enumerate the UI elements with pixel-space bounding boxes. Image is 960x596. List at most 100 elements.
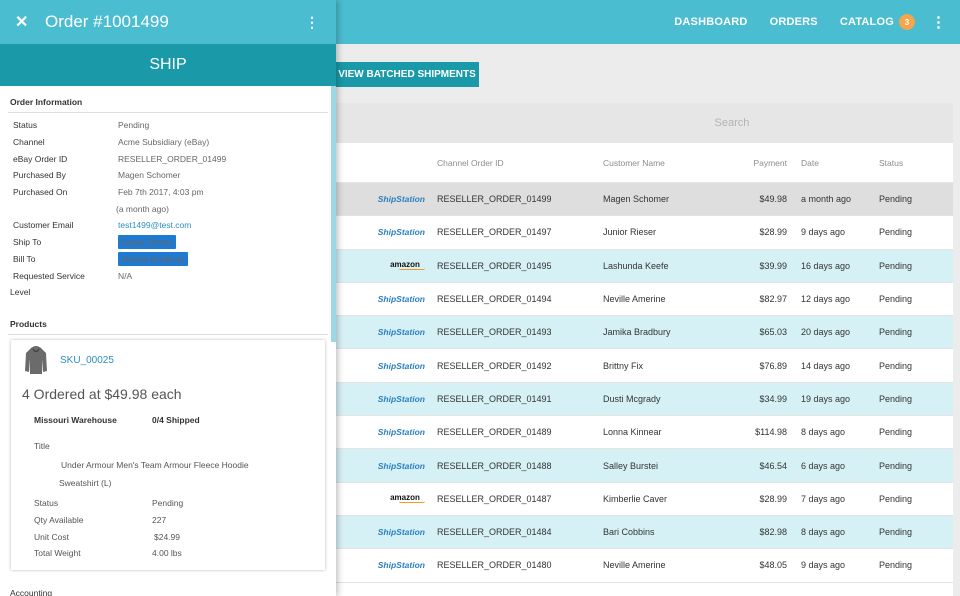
payment-cell: $82.98 <box>759 527 787 538</box>
status-cell: Pending <box>879 460 913 471</box>
shipstation-logo-icon: ShipStation <box>377 427 425 438</box>
customer-cell: Magen Schomer <box>603 194 670 205</box>
channel-logo: ShipStation <box>336 194 437 204</box>
info-value: Magen Schomer <box>118 170 181 181</box>
nav-dashboard[interactable]: DASHBOARD <box>674 16 748 28</box>
channel-logo: ShipStation <box>336 560 437 570</box>
table-row[interactable]: ShipStation RESELLER_ORDER_01493 Jamika Br… <box>336 316 953 350</box>
date-cell: a month ago <box>801 194 852 205</box>
info-channel: Channel Acme Subsidiary (eBay) <box>0 134 336 151</box>
catalog-count-badge: 3 <box>899 14 915 30</box>
product-sku-link[interactable]: SKU_00025 <box>60 354 114 366</box>
info-customer-email: Customer Email test1499@test.com <box>0 217 336 234</box>
status-cell: Pending <box>879 360 913 371</box>
date-cell: 16 days ago <box>801 260 851 271</box>
product-total-weight: Total Weight 4.00 lbs <box>11 545 325 562</box>
more-vert-icon[interactable]: ⋮ <box>931 14 946 31</box>
order-info-title: Order Information <box>10 97 83 107</box>
table-row[interactable]: ShipStation RESELLER_ORDER_01499 Magen Sch… <box>336 183 953 217</box>
bill-to-chip[interactable]: Jamika Bradbury <box>118 251 188 266</box>
search-input[interactable] <box>714 117 835 129</box>
view-batched-shipments-button[interactable]: VIEW BATCHED SHIPMENTS <box>335 62 479 87</box>
channel-logo: ShipStation <box>336 427 437 437</box>
info-label: Purchased By <box>13 170 66 181</box>
table-row[interactable]: ShipStation RESELLER_ORDER_01492 Brittny F… <box>336 349 953 383</box>
date-cell: 14 days ago <box>801 360 851 371</box>
panel-scrollbar[interactable] <box>331 86 336 342</box>
customer-cell: Junior Rieser <box>603 227 657 238</box>
status-cell: Pending <box>879 327 913 338</box>
table-row[interactable]: amazon RESELLER_ORDER_01487 Kimberlie Cav… <box>336 483 953 516</box>
date-cell: 19 days ago <box>801 393 851 404</box>
order-id-cell: RESELLER_ORDER_01497 <box>437 227 552 238</box>
products-title: Products <box>10 318 47 329</box>
detail-value: $24.99 <box>154 531 180 542</box>
status-cell: Pending <box>879 260 913 271</box>
table-row[interactable]: ShipStation RESELLER_ORDER_01488 Salley Bu… <box>336 449 953 483</box>
date-cell: 6 days ago <box>801 460 846 471</box>
status-cell: Pending <box>879 194 913 205</box>
detail-label: Unit Cost <box>34 531 69 542</box>
close-icon[interactable]: ✕ <box>15 14 29 31</box>
detail-value: Pending <box>152 498 184 509</box>
info-label: Requested Service <box>13 270 85 281</box>
amazon-logo-icon: amazon <box>385 494 425 504</box>
table-body: ShipStation RESELLER_ORDER_01499 Magen Sch… <box>336 183 953 583</box>
ship-to-chip[interactable]: Kacey Divens <box>118 235 176 250</box>
customer-email-link[interactable]: test1499@test.com <box>118 220 192 231</box>
channel-logo: ShipStation <box>336 327 437 337</box>
info-label: Level <box>10 287 31 298</box>
nav-catalog[interactable]: CATALOG 3 <box>840 14 915 30</box>
channel-logo: amazon <box>336 494 437 504</box>
product-header: SKU_00025 <box>11 340 325 380</box>
info-purchased-ago: (a month ago) <box>0 200 336 217</box>
customer-cell: Jamika Bradbury <box>603 327 671 338</box>
shipped-count: 0/4 Shipped <box>152 415 200 425</box>
header-date[interactable]: Date <box>801 157 819 168</box>
payment-cell: $46.54 <box>759 460 787 471</box>
header-payment[interactable]: Payment <box>753 157 787 168</box>
info-value: Acme Subsidiary (eBay) <box>118 137 210 148</box>
panel-more-vert-icon[interactable]: ⋮ <box>305 13 319 30</box>
table-row[interactable]: ShipStation RESELLER_ORDER_01491 Dusti Mcg… <box>336 382 953 417</box>
table-row[interactable]: ShipStation RESELLER_ORDER_01489 Lonna Kin… <box>336 416 953 450</box>
table-row[interactable]: amazon RESELLER_ORDER_01495 Lashunda Keef… <box>336 249 953 283</box>
info-label: Purchased On <box>13 187 68 198</box>
header-customer[interactable]: Customer Name <box>603 157 665 168</box>
shipstation-logo-icon: ShipStation <box>377 460 425 471</box>
order-id-cell: RESELLER_ORDER_01489 <box>437 427 552 438</box>
table-row[interactable]: ShipStation RESELLER_ORDER_01480 Neville A… <box>336 549 953 583</box>
customer-cell: Lashunda Keefe <box>603 260 669 271</box>
nav-orders[interactable]: ORDERS <box>769 16 818 28</box>
panel-title: Order #1001499 <box>45 12 169 31</box>
header-order-id[interactable]: Channel Order ID <box>437 157 504 168</box>
detail-value: 4.00 lbs <box>152 548 182 559</box>
shipstation-logo-icon: ShipStation <box>377 294 425 305</box>
product-unit-cost: Unit Cost $24.99 <box>11 528 325 545</box>
product-card: SKU_00025 4 Ordered at $49.98 each Misso… <box>11 340 325 570</box>
info-value: Feb 7th 2017, 4:03 pm <box>118 187 204 198</box>
detail-label: Status <box>34 498 59 509</box>
info-ebay-order-id: eBay Order ID RESELLER_ORDER_01499 <box>0 150 336 167</box>
info-value: N/A <box>118 270 133 281</box>
payment-cell: $114.98 <box>755 427 787 438</box>
warehouse-name: Missouri Warehouse <box>34 415 117 425</box>
info-value: RESELLER_ORDER_01499 <box>118 153 227 164</box>
table-row[interactable]: ShipStation RESELLER_ORDER_01484 Bari Cobb… <box>336 515 953 550</box>
table-header: Channel Order ID Customer Name Payment D… <box>336 143 953 183</box>
channel-logo: ShipStation <box>336 294 437 304</box>
status-cell: Pending <box>879 393 913 404</box>
customer-cell: Salley Burstei <box>603 460 659 471</box>
customer-cell: Neville Amerine <box>603 560 666 571</box>
shipstation-logo-icon: ShipStation <box>377 327 425 338</box>
info-label: Status <box>13 120 38 131</box>
order-id-cell: RESELLER_ORDER_01480 <box>437 560 552 571</box>
customer-cell: Dusti Mcgrady <box>603 393 661 404</box>
table-row[interactable]: ShipStation RESELLER_ORDER_01494 Neville A… <box>336 283 953 317</box>
status-cell: Pending <box>879 227 913 238</box>
table-row[interactable]: ShipStation RESELLER_ORDER_01497 Junior Ri… <box>336 216 953 250</box>
header-status[interactable]: Status <box>879 157 904 168</box>
ship-button[interactable]: SHIP <box>0 44 336 86</box>
channel-logo: ShipStation <box>336 227 437 237</box>
divider <box>8 333 328 335</box>
